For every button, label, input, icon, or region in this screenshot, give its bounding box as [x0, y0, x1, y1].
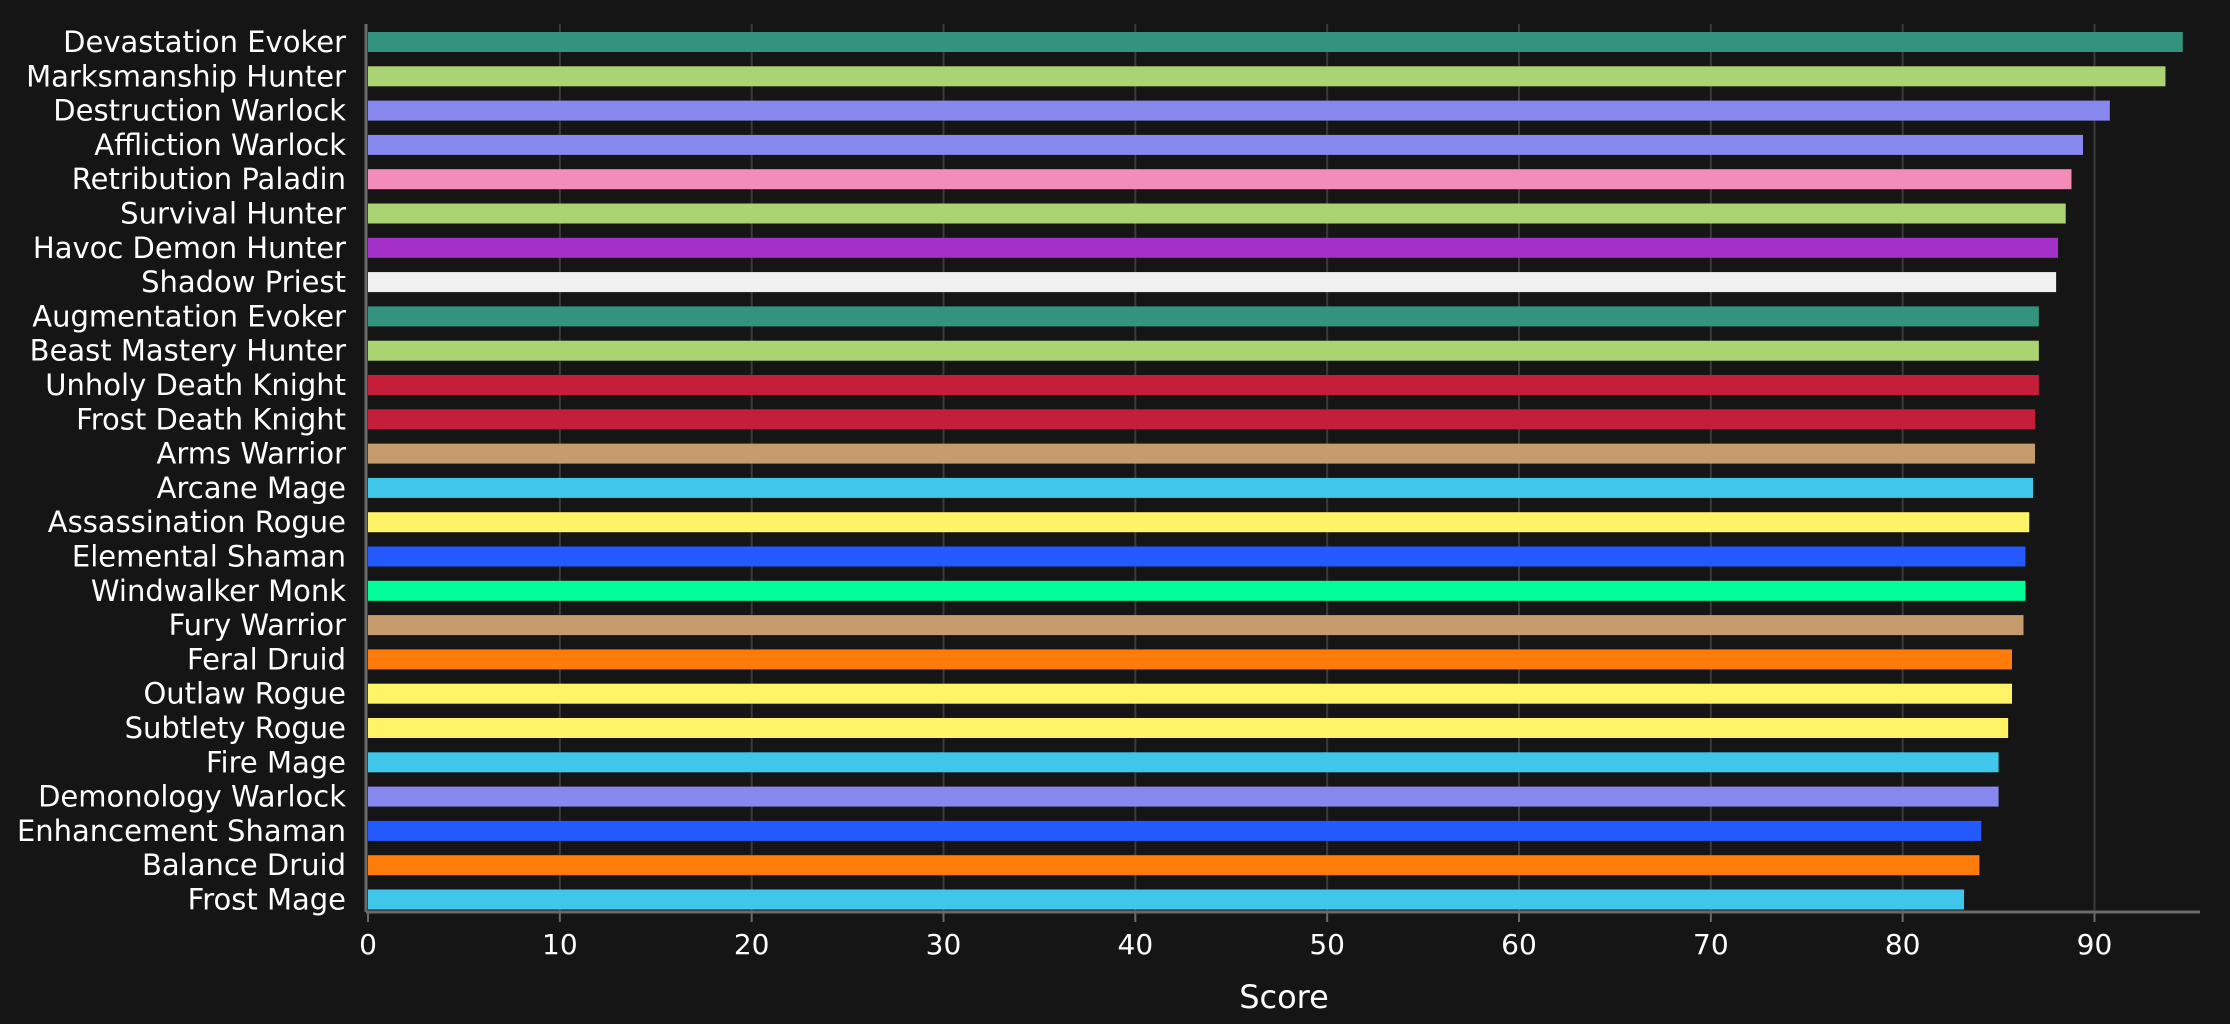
bar-arcane-mage	[368, 477, 2034, 498]
category-label: Windwalker Monk	[91, 574, 346, 608]
bar-survival-hunter	[368, 203, 2066, 224]
category-label: Fire Mage	[206, 745, 346, 779]
category-label: Subtlety Rogue	[125, 711, 346, 745]
bar-arms-warrior	[368, 443, 2036, 464]
x-tick-label: 30	[926, 928, 962, 961]
bar-enhancement-shaman	[368, 820, 1982, 841]
grid-lines	[558, 24, 2096, 912]
x-tick-label: 50	[1309, 928, 1345, 961]
category-label: Fury Warrior	[169, 608, 347, 642]
x-tick-label: 20	[734, 928, 770, 961]
category-label: Outlaw Rogue	[143, 677, 346, 711]
bar-beast-mastery-hunter	[368, 340, 2039, 361]
bar-frost-mage	[368, 889, 1965, 910]
category-label: Arcane Mage	[157, 471, 346, 505]
x-tick-label: 80	[1885, 928, 1921, 961]
bar-marksmanship-hunter	[368, 66, 2166, 87]
bar-havoc-demon-hunter	[368, 237, 2059, 258]
x-tick-label: 90	[2077, 928, 2113, 961]
bar-retribution-paladin	[368, 169, 2072, 190]
bar-frost-death-knight	[368, 409, 2036, 430]
category-label: Destruction Warlock	[53, 94, 346, 128]
category-label: Havoc Demon Hunter	[33, 231, 346, 265]
category-label: Marksmanship Hunter	[26, 59, 346, 93]
category-label: Augmentation Evoker	[32, 299, 346, 333]
bar-affliction-warlock	[368, 134, 2083, 155]
bar-unholy-death-knight	[368, 375, 2039, 395]
bar-fury-warrior	[368, 615, 2024, 636]
category-label: Demonology Warlock	[38, 780, 346, 814]
bar-assassination-rogue	[368, 512, 2030, 533]
category-label: Retribution Paladin	[72, 162, 346, 196]
bar-destruction-warlock	[368, 100, 2110, 121]
category-label: Shadow Priest	[141, 265, 346, 299]
x-tick-label: 0	[359, 928, 377, 961]
x-tick-label: 60	[1501, 928, 1537, 961]
x-tick-labels: 0 10 20 30 40 50 60 70 80 90	[359, 928, 2112, 961]
bar-augmentation-evoker	[368, 306, 2039, 327]
bar-shadow-priest	[368, 272, 2057, 293]
category-label: Unholy Death Knight	[45, 368, 346, 402]
bars-group	[368, 32, 2183, 910]
bar-subtlety-rogue	[368, 718, 2009, 738]
bar-windwalker-monk	[368, 580, 2026, 601]
x-tick-label: 40	[1118, 928, 1154, 961]
bar-feral-druid	[368, 649, 2013, 670]
category-label: Enhancement Shaman	[17, 814, 346, 848]
bar-balance-druid	[368, 855, 1980, 876]
category-label: Survival Hunter	[120, 197, 346, 231]
bar-elemental-shaman	[368, 546, 2026, 567]
bar-demonology-warlock	[368, 786, 1999, 807]
x-tick-label: 10	[542, 928, 578, 961]
bar-devastation-evoker	[368, 32, 2183, 52]
axes	[364, 24, 2200, 922]
category-label: Elemental Shaman	[72, 540, 346, 574]
x-tick-label: 70	[1693, 928, 1729, 961]
category-label: Devastation Evoker	[63, 25, 346, 59]
bar-outlaw-rogue	[368, 683, 2013, 704]
x-axis-title: Score	[1239, 978, 1329, 1016]
category-label: Frost Death Knight	[76, 402, 346, 436]
category-label: Affliction Warlock	[94, 128, 346, 162]
category-label: Arms Warrior	[157, 437, 347, 471]
category-label: Feral Druid	[187, 642, 346, 676]
category-label: Beast Mastery Hunter	[30, 334, 346, 368]
category-label: Assassination Rogue	[48, 505, 346, 539]
bar-fire-mage	[368, 752, 1999, 773]
category-label: Balance Druid	[142, 848, 346, 882]
category-label: Frost Mage	[188, 883, 346, 917]
